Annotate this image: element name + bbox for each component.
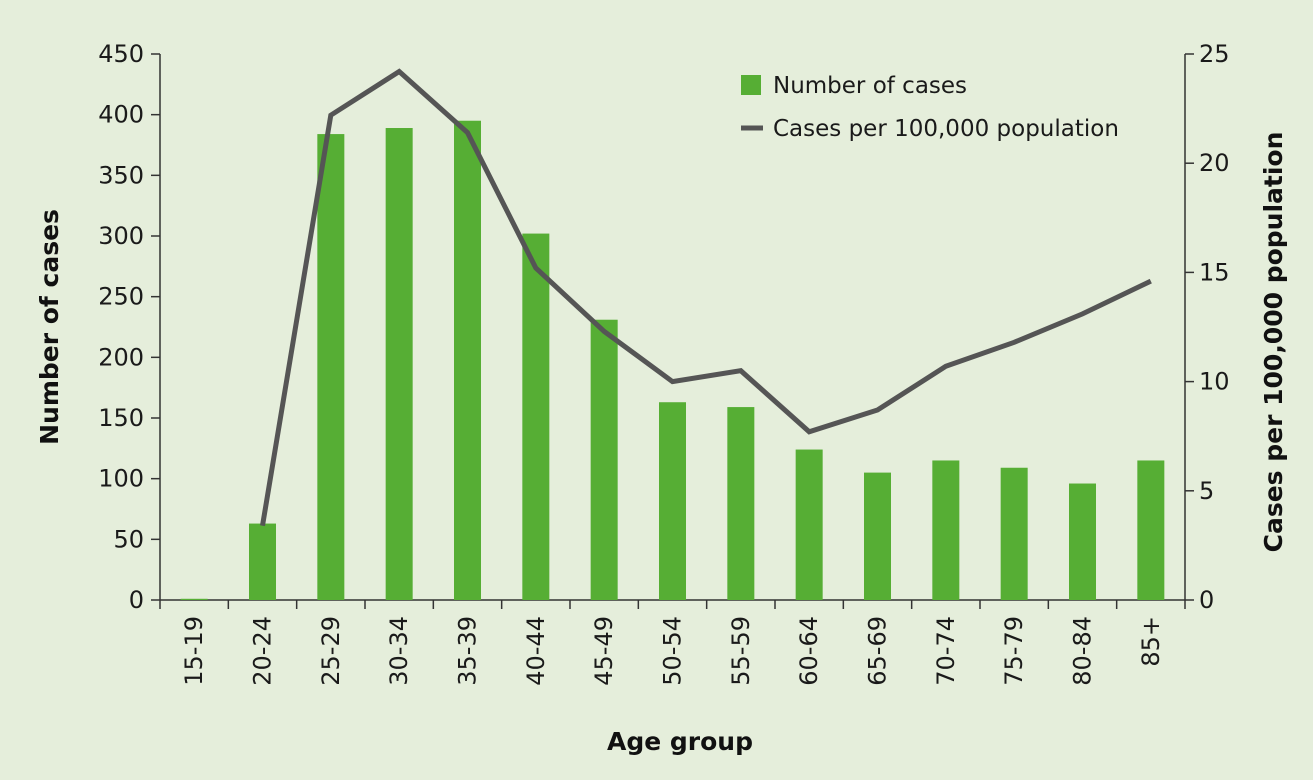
bar: [1137, 460, 1165, 600]
legend-label-bars: Number of cases: [773, 73, 967, 99]
y-axis-title: Number of cases: [35, 209, 64, 445]
x-tick-label: 25-29: [317, 616, 345, 686]
x-tick-label: 55-59: [727, 616, 755, 686]
y-tick-label: 300: [98, 222, 144, 250]
bar: [727, 407, 755, 600]
x-tick-label: 75-79: [1000, 616, 1028, 686]
y-tick-label: 0: [129, 586, 144, 614]
y-tick-label: 450: [98, 40, 144, 68]
y2-tick-label: 5: [1199, 477, 1214, 505]
y-tick-label: 150: [98, 404, 144, 432]
x-axis-title: Age group: [607, 727, 753, 756]
y-tick-label: 200: [98, 343, 144, 371]
x-tick-label: 70-74: [932, 616, 960, 686]
x-tick-label: 20-24: [249, 616, 277, 686]
bar: [385, 128, 413, 600]
x-tick-label: 35-39: [454, 616, 482, 686]
bar: [317, 134, 345, 600]
x-tick-label: 45-49: [590, 616, 618, 686]
legend: Number of cases Cases per 100,000 popula…: [741, 73, 1119, 142]
x-tick-label: 30-34: [385, 616, 413, 686]
y2-tick-label: 20: [1199, 149, 1230, 177]
series-line: [260, 68, 1152, 527]
y2-axis-title: Cases per 100,000 population: [1259, 132, 1288, 553]
x-tick-label: 50-54: [659, 616, 687, 686]
bar: [1069, 483, 1096, 600]
y-tick-label: 250: [98, 283, 144, 311]
y-tick-label: 100: [98, 465, 144, 493]
axes: 0 50 100 150 200 250 300 350 400 450 0 5 10 15 20 25 15-…: [98, 40, 1229, 686]
legend-swatch-bars: [741, 75, 761, 95]
bar: [864, 472, 891, 600]
y-tick-label: 50: [113, 525, 144, 553]
bar: [795, 449, 823, 600]
legend-label-line: Cases per 100,000 population: [773, 116, 1119, 142]
x-tick-label: 85+: [1137, 616, 1165, 667]
bar: [590, 319, 618, 600]
y2-tick-label: 15: [1199, 258, 1230, 286]
x-tick-label: 65-69: [864, 616, 892, 686]
x-tick-label: 80-84: [1069, 616, 1097, 686]
x-tick-label: 60-64: [795, 616, 823, 686]
x-tick-label: 40-44: [522, 616, 550, 686]
y-tick-label: 350: [98, 161, 144, 189]
x-tick-label: 15-19: [180, 616, 208, 686]
y2-tick-label: 10: [1199, 368, 1230, 396]
y2-tick-label: 25: [1199, 40, 1230, 68]
bar: [1000, 467, 1028, 600]
bar: [659, 402, 686, 600]
bar: [932, 460, 960, 600]
y2-tick-label: 0: [1199, 586, 1214, 614]
bar: [522, 233, 550, 600]
bar: [454, 120, 481, 600]
bar-series: [180, 120, 1165, 600]
bar: [249, 523, 276, 600]
line-series: [260, 68, 1152, 527]
bar: [180, 598, 208, 600]
y-tick-label: 400: [98, 101, 144, 129]
